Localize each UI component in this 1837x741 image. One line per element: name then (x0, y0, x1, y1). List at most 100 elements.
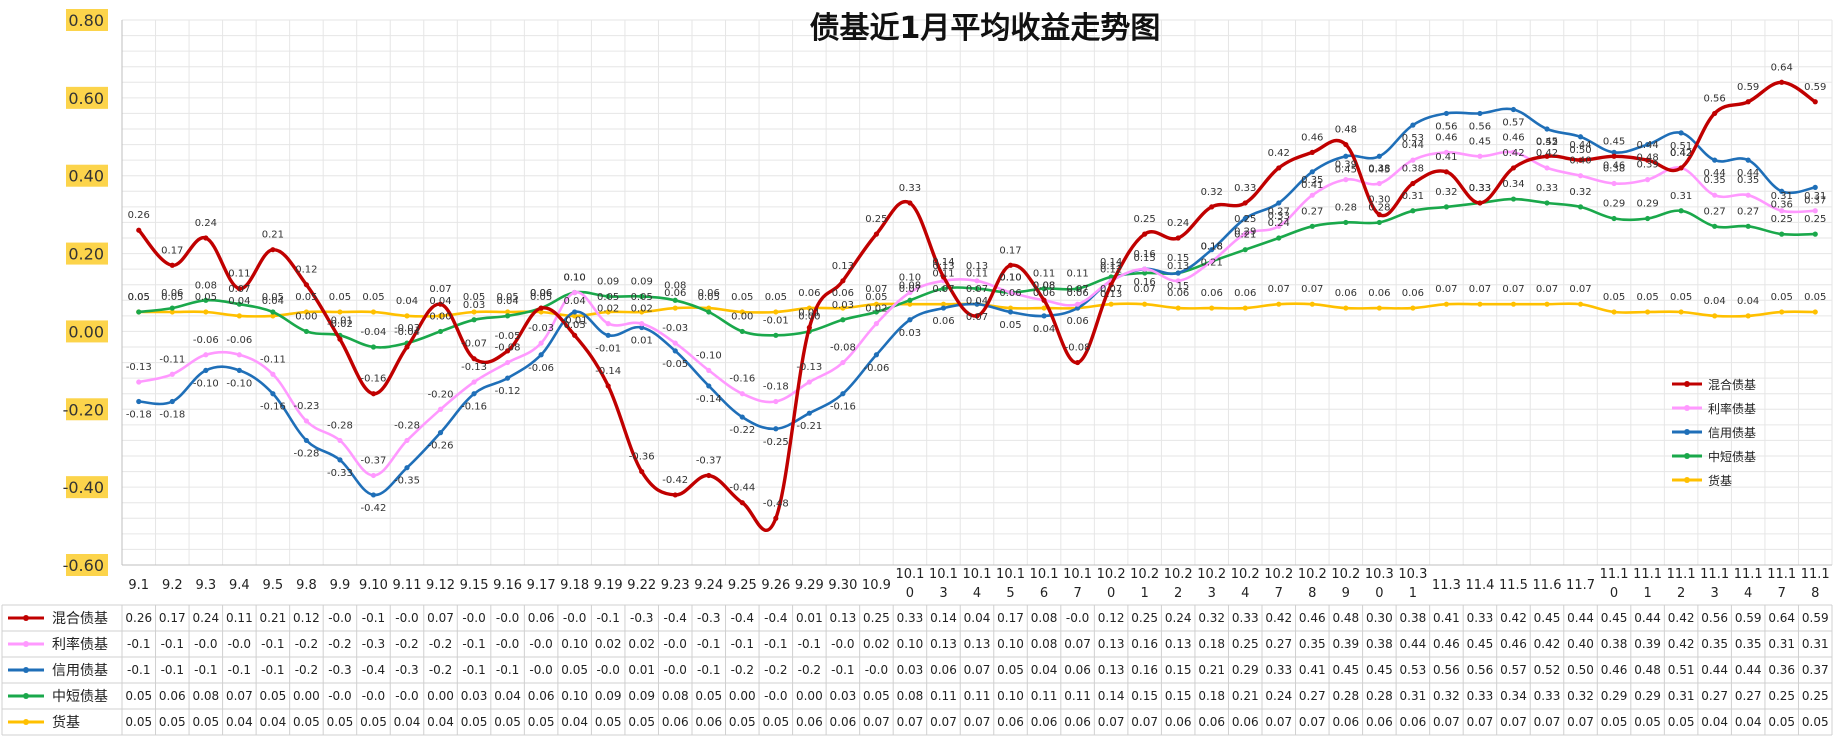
legend-key-marker (1684, 405, 1690, 411)
table-cell: 0.56 (1433, 663, 1460, 677)
table-cell: 0.10 (897, 637, 924, 651)
table-cell: 0.41 (1433, 611, 1460, 625)
table-cell: 0.51 (1668, 663, 1695, 677)
data-label: 0.12 (1100, 265, 1122, 276)
series-point-1 (1074, 301, 1081, 307)
data-label: 0.01 (798, 308, 820, 319)
y-tick-label: 0.20 (68, 245, 104, 264)
table-cell: 0.00 (796, 689, 823, 703)
series-point-1 (773, 398, 779, 405)
series-point-4 (1443, 301, 1450, 307)
series-point-3 (639, 293, 645, 299)
table-cell: 0.04 (1701, 715, 1728, 729)
x-tick-label-line2: 1 (1643, 586, 1651, 601)
data-label: 0.31 (1670, 191, 1692, 202)
table-cell: 0.46 (1601, 663, 1628, 677)
series-point-1 (1745, 192, 1751, 198)
table-cell: 0.33 (1467, 611, 1494, 625)
table-cell: 0.05 (125, 715, 152, 729)
series-point-4 (1712, 313, 1718, 319)
series-point-0 (940, 274, 947, 280)
data-label: 0.27 (1268, 206, 1290, 217)
series-point-1 (873, 321, 880, 327)
table-cell: 0.11 (226, 611, 253, 625)
series-point-0 (1745, 99, 1751, 105)
series-point-4 (840, 305, 846, 311)
data-label: 0.32 (1569, 187, 1591, 198)
x-tick-label: 11.5 (1499, 578, 1528, 593)
data-label: 0.06 (798, 288, 820, 299)
series-point-0 (1812, 99, 1818, 105)
series-point-0 (1678, 165, 1684, 171)
data-label: -0.42 (662, 475, 688, 486)
data-label: 0.50 (1569, 145, 1591, 156)
table-cell: 0.04 (260, 715, 287, 729)
table-cell: 0.52 (1534, 663, 1561, 677)
series-point-4 (639, 309, 645, 315)
series-point-3 (974, 286, 980, 292)
table-cell: 0.25 (1232, 637, 1259, 651)
data-label: 0.07 (1066, 284, 1088, 295)
series-point-3 (471, 317, 477, 323)
data-label: 0.24 (1167, 218, 1189, 229)
series-point-1 (639, 321, 645, 327)
data-label: 0.05 (1771, 292, 1793, 303)
data-label: 0.44 (1636, 140, 1658, 151)
table-cell: 0.07 (1131, 715, 1158, 729)
table-cell: 0.05 (762, 715, 789, 729)
table-cell: 0.06 (796, 715, 823, 729)
table-cell: 0.45 (1467, 637, 1494, 651)
table-cell: 0.06 (1165, 715, 1192, 729)
x-tick-label: 9.19 (594, 578, 623, 593)
series-point-2 (1510, 106, 1517, 113)
series-point-2 (1477, 110, 1483, 117)
series-point-2 (404, 465, 410, 471)
data-label: 0.08 (195, 280, 217, 291)
table-cell: 0.42 (1500, 611, 1527, 625)
data-label: -0.28 (394, 420, 420, 431)
series-point-3 (1343, 219, 1349, 226)
series-point-1 (1410, 157, 1416, 163)
data-label: 0.28 (1335, 202, 1357, 213)
table-cell: -0.2 (731, 663, 754, 677)
data-label: 0.45 (1603, 136, 1625, 147)
x-tick-label-line1: 10.2 (1097, 567, 1126, 582)
data-label: 0.29 (1603, 199, 1625, 210)
series-point-0 (672, 492, 678, 498)
table-cell: 0.33 (1534, 689, 1561, 703)
series-point-2 (1343, 153, 1349, 159)
x-tick-label-line1: 10.2 (1298, 567, 1327, 582)
series-point-4 (1644, 309, 1651, 315)
x-tick-label: 9.10 (359, 578, 388, 593)
data-label: 0.00 (731, 311, 753, 322)
table-cell: 0.05 (528, 715, 555, 729)
table-cell: 0.06 (1366, 715, 1393, 729)
data-label: -0.48 (763, 498, 789, 509)
data-label: 0.11 (932, 269, 954, 280)
table-cell: 0.07 (1433, 715, 1460, 729)
table-cell: 0.33 (897, 611, 924, 625)
table-cell: 0.05 (561, 663, 588, 677)
series-point-4 (303, 309, 310, 315)
table-cell: 0.11 (964, 689, 991, 703)
data-label: 0.05 (631, 292, 653, 303)
table-cell: 0.53 (1400, 663, 1427, 677)
data-label: 0.38 (1603, 164, 1625, 175)
data-label: -0.42 (361, 503, 387, 514)
series-point-3 (1577, 204, 1584, 210)
series-point-1 (739, 391, 745, 397)
data-label: -0.18 (159, 410, 185, 421)
table-cell: -0.0 (328, 611, 351, 625)
data-label: 0.17 (161, 245, 183, 256)
data-label: 0.09 (631, 276, 653, 287)
series-point-1 (1343, 177, 1349, 183)
x-tick-label: 9.23 (661, 578, 690, 593)
data-label: -0.18 (126, 410, 152, 421)
series-point-4 (1309, 301, 1315, 307)
table-cell: 0.03 (897, 663, 924, 677)
y-tick-bg (66, 164, 108, 187)
table-cell: 0.46 (1433, 637, 1460, 651)
table-cell: -0.2 (295, 663, 318, 677)
